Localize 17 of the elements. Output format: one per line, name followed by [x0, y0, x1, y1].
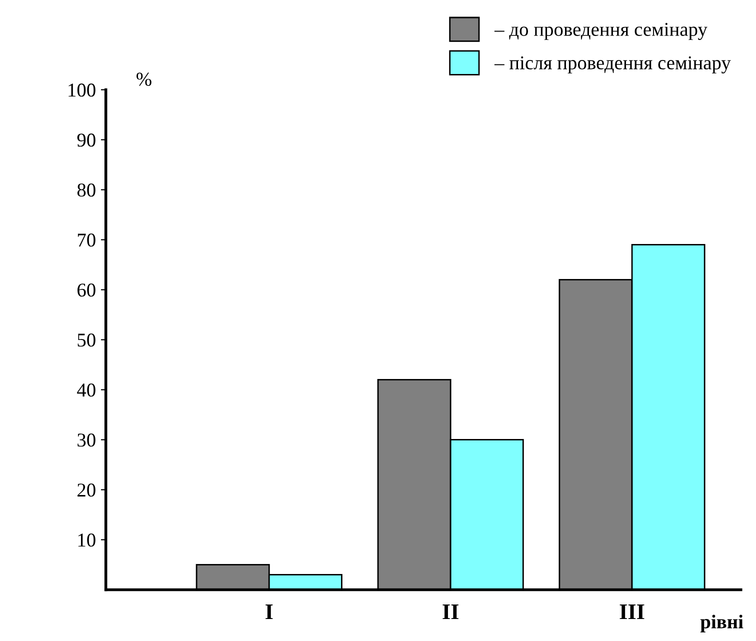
- x-tick-label: II: [442, 604, 458, 620]
- x-tick-label: I: [266, 604, 273, 620]
- x-axis-title: рівні: [700, 614, 744, 632]
- legend-label: – до проведення семінару: [494, 22, 708, 40]
- y-tick-label: 20: [78, 484, 96, 497]
- y-tick-label: 90: [77, 134, 96, 147]
- y-tick-label: 70: [78, 234, 96, 247]
- y-tick-label: 60: [78, 284, 96, 297]
- y-tick-label: 50: [78, 334, 96, 347]
- y-tick-label: 100: [68, 84, 96, 97]
- y-tick-label: 10: [78, 534, 96, 547]
- x-tick-label: III: [620, 604, 644, 620]
- y-tick-label: 40: [77, 384, 96, 397]
- y-tick-label: 30: [78, 434, 96, 447]
- y-axis-title: %: [136, 72, 152, 86]
- y-tick-label: 80: [77, 184, 96, 197]
- legend-label: – після проведення семінару: [494, 56, 731, 74]
